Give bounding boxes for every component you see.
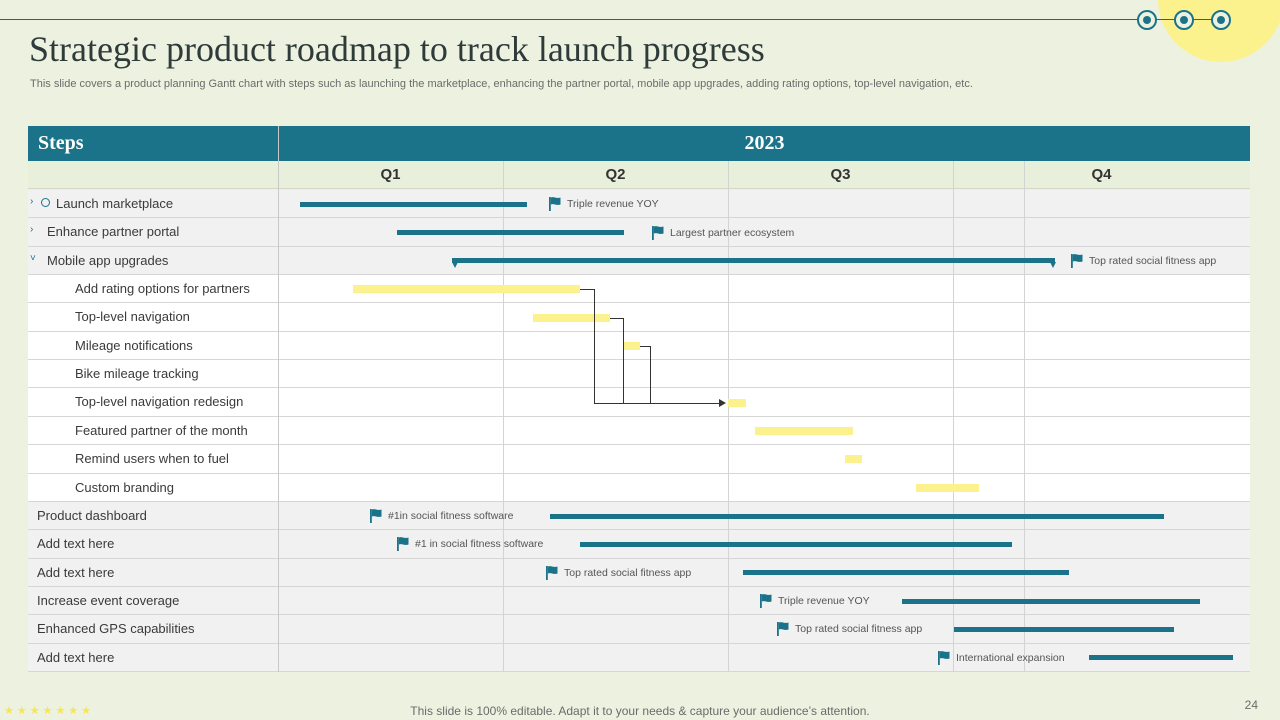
task-bar [954,626,1174,632]
flag-icon [1071,253,1083,268]
quarter-q1: Q1 [380,166,401,183]
flag-icon [370,509,382,524]
grid-line [728,161,729,672]
subtask-bar [845,455,862,464]
gantt-row: Bike mileage tracking [28,360,1250,389]
slide-title: Strategic product roadmap to track launc… [29,29,765,69]
header-steps: Steps [28,126,278,161]
flag-icon [546,565,558,580]
milestone-label: Top rated social fitness app [795,623,923,636]
milestone-label: #1 in social fitness software [415,538,544,551]
subtask-bar [353,285,580,294]
task-bar [452,258,1055,264]
flag-icon [777,622,789,637]
milestone-label: Triple revenue YOY [778,595,870,608]
gantt-row: Remind users when to fuel [28,445,1250,474]
flag-icon [549,197,561,212]
task-bar [1089,655,1233,661]
step-label: Mobile app upgrades [47,252,169,268]
quarter-row: Q1 Q2 Q3 Q4 [28,161,1250,189]
subtask-bar [916,483,979,492]
chevron-down-icon[interactable]: ˅ [30,252,36,264]
step-label: Featured partner of the month [75,422,248,438]
milestone-label: Triple revenue YOY [567,198,659,211]
step-label: Product dashboard [37,507,147,523]
step-label: Mileage notifications [75,337,193,353]
bar-end-cap [1050,261,1056,268]
step-label: Bike mileage tracking [75,366,199,382]
grid-line [953,161,954,672]
milestone-label: Largest partner ecosystem [670,226,795,239]
gantt-row: Enhance partner portal [28,218,1250,247]
slide-subtitle: This slide covers a product planning Gan… [30,78,973,90]
dependency-line [594,402,720,404]
task-bar [580,541,1012,547]
flag-icon [397,537,409,552]
gantt-chart: Steps 2023 Q1 Q2 Q3 Q4 Launch marketplac… [28,126,1250,672]
flag-icon [938,650,950,665]
step-label: Remind users when to fuel [75,451,229,467]
dependency-line [640,345,650,347]
gantt-row: Add text here [28,643,1250,672]
step-label: Enhanced GPS capabilities [37,621,195,637]
step-label: Add rating options for partners [75,281,250,297]
task-bar [902,598,1200,604]
flag-icon [760,594,772,609]
footer-note: This slide is 100% editable. Adapt it to… [410,704,870,718]
bar-end-cap [452,261,458,268]
top-divider-line [0,19,1140,20]
milestone-label: Top rated social fitness app [564,566,692,579]
milestone-label: Top rated social fitness app [1089,254,1217,267]
step-label: Add text here [37,649,115,665]
step-label: Top-level navigation redesign [75,394,244,410]
flag-icon [652,225,664,240]
clock-icon [41,198,50,207]
gantt-row: Top-level navigation redesign [28,388,1250,417]
step-label: Increase event coverage [37,592,180,608]
subtask-bar [755,426,853,435]
milestone-label: International expansion [956,651,1065,664]
step-label: Enhance partner portal [47,224,180,240]
step-label: Add text here [37,536,115,552]
subtask-bar [533,313,610,322]
step-label: Add text here [37,564,115,580]
header-year: 2023 [279,126,1250,161]
quarter-q3: Q3 [830,166,851,183]
nav-dot-2 [1174,10,1194,30]
arrow-head [719,399,726,408]
milestone-label: #1in social fitness software [388,510,514,523]
quarter-q4: Q4 [1091,166,1112,183]
dependency-line [580,289,594,291]
page-number: 24 [1244,698,1258,712]
subtask-bar [623,341,640,350]
dependency-line [623,317,624,403]
task-bar [550,513,1164,519]
step-label: Launch marketplace [56,196,174,211]
decorative-stars: ★★★★★★★ [4,705,95,717]
task-bar [743,570,1069,576]
quarter-q2: Q2 [605,166,626,183]
grid-line [503,161,504,672]
step-label: Custom branding [75,479,174,495]
gantt-row: Launch marketplace [28,190,1250,219]
task-bar [300,201,527,207]
grid-line [1024,161,1025,672]
task-bar [397,230,624,236]
gantt-row: Top-level navigation [28,303,1250,332]
chevron-right-icon[interactable]: › [30,196,34,207]
dependency-line [610,317,623,319]
nav-dot-1 [1137,10,1157,30]
steps-column-separator [278,126,279,672]
gantt-row: Featured partner of the month [28,416,1250,446]
nav-dot-3 [1211,10,1231,30]
step-label: Top-level navigation [75,309,190,325]
dependency-line [650,345,651,403]
dependency-line [594,289,595,403]
gantt-row: Add rating options for partners [28,275,1250,304]
gantt-row: Custom branding [28,473,1250,502]
chevron-right-icon[interactable]: › [30,224,34,236]
subtask-bar [728,398,746,407]
